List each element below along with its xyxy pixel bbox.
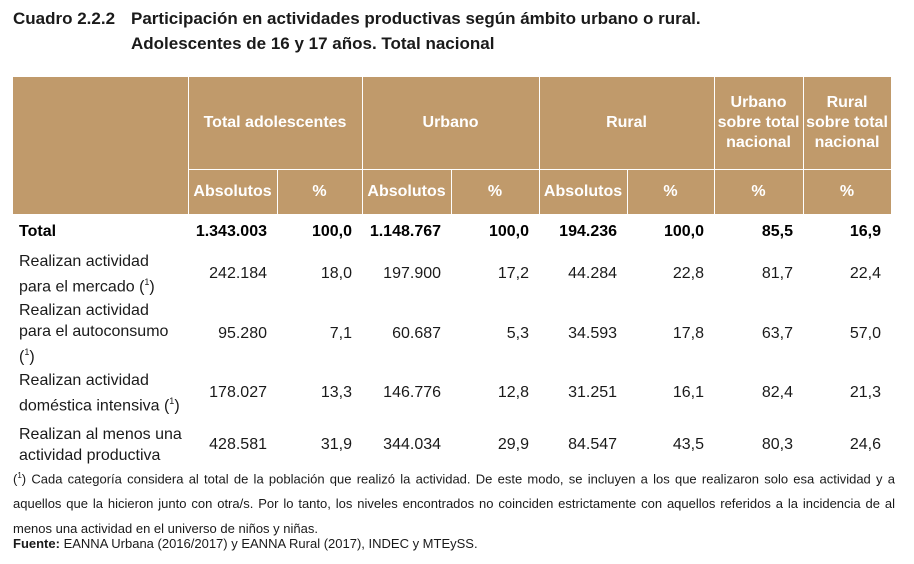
subheader-cell: %	[450, 169, 540, 215]
source-label: Fuente:	[13, 536, 60, 551]
subheader-cell: %	[626, 169, 715, 215]
header-corner	[13, 76, 189, 215]
header-urbano-sobre-total: Urbano sobre total nacional	[713, 76, 804, 170]
table-cell: 100,0	[311, 222, 353, 240]
table-cell: 22,8	[672, 265, 705, 282]
table-cell: 31,9	[320, 436, 353, 454]
table-cell: 63,7	[761, 324, 794, 342]
table-cell: 57,0	[849, 324, 882, 342]
subheader-cell: %	[713, 169, 804, 215]
table-cell: 428.581	[209, 436, 267, 454]
table-cell: 1.343.003	[195, 222, 267, 240]
table-cell: 29,9	[497, 436, 530, 454]
source-note: Fuente: EANNA Urbana (2016/2017) y EANNA…	[13, 536, 478, 551]
table-cell: 43,5	[672, 436, 705, 454]
table-cell: 81,7	[761, 265, 794, 282]
footnote-text: Cada categoría considera al total de la …	[13, 471, 895, 537]
header-rural-sobre-total: Rural sobre total nacional	[802, 76, 892, 170]
table-cell: 22,4	[849, 265, 882, 282]
table-cell: 197.900	[383, 265, 442, 282]
source-text: EANNA Urbana (2016/2017) y EANNA Rural (…	[63, 536, 478, 551]
table-cell: 85,5	[761, 222, 794, 240]
table-cell: 1.148.767	[369, 222, 442, 240]
table-cell: 344.034	[383, 436, 442, 454]
table-cell: 16,1	[672, 384, 705, 402]
table-cell: 16,9	[849, 222, 882, 240]
table-row: Realizan al menos una actividad producti…	[13, 419, 891, 471]
table-cell: 80,3	[761, 436, 794, 454]
row-label: Realizan actividad para el mercado (1)	[19, 252, 155, 296]
table-cell: 12,8	[497, 384, 530, 402]
table-cell: 100,0	[488, 222, 530, 240]
table-cell: 242.184	[209, 265, 267, 282]
table-cell: 17,2	[497, 265, 530, 282]
subheader-cell: %	[802, 169, 892, 215]
table-cell: 21,3	[849, 384, 882, 402]
header-total-adolescentes: Total adolescentes	[187, 76, 363, 170]
table-cell: 146.776	[383, 384, 442, 402]
table-row: Realizan actividad doméstica intensiva (…	[13, 367, 891, 419]
subheader-cell: %	[276, 169, 363, 215]
table-cell: 24,6	[849, 436, 882, 454]
table-cell: 84.547	[568, 436, 618, 454]
table-cell: 194.236	[559, 222, 618, 240]
table-cell: 5,3	[506, 324, 530, 342]
table-row-total: Total 1.343.003 100,0 1.148.767 100,0 19…	[13, 215, 891, 249]
header-urbano: Urbano	[361, 76, 540, 170]
title-line-2: Adolescentes de 16 y 17 años. Total naci…	[131, 34, 495, 53]
table-row: Realizan actividad para el mercado (1) 2…	[13, 248, 891, 300]
table-number: Cuadro 2.2.2	[13, 9, 116, 28]
row-label: Realizan al menos una actividad producti…	[19, 426, 182, 465]
table-cell: 18,0	[320, 265, 353, 282]
table-cell: 34.593	[568, 324, 618, 342]
table-cell: 13,3	[320, 384, 353, 402]
subheader-cell: Absolutos	[361, 169, 452, 215]
footnote-mark: 1	[17, 471, 22, 480]
table-cell: 95.280	[218, 324, 267, 342]
data-table: Total adolescentes Urbano Rural Urbano s…	[13, 76, 892, 471]
subheader-cell: Absolutos	[538, 169, 628, 215]
table-cell: 17,8	[672, 324, 705, 342]
title-line-1: Participación en actividades productivas…	[131, 9, 701, 28]
table-cell: 7,1	[329, 324, 353, 342]
row-label: Realizan actividad doméstica intensiva (…	[19, 372, 180, 415]
table-cell: 31.251	[568, 384, 618, 402]
table-row: Realizan actividad para el autoconsumo (…	[13, 300, 891, 367]
row-label: Total	[19, 223, 57, 240]
table-cell: 100,0	[663, 222, 705, 240]
subheader-cell: Absolutos	[187, 169, 278, 215]
table-cell: 44.284	[568, 265, 618, 282]
table-cell: 60.687	[392, 324, 442, 342]
table-cell: 178.027	[209, 384, 267, 402]
header-rural: Rural	[538, 76, 715, 170]
row-label: Realizan actividad para el autoconsumo (…	[19, 302, 169, 366]
table-cell: 82,4	[761, 384, 794, 402]
table-title: Cuadro 2.2.2 Participación en actividades…	[13, 6, 903, 56]
footnote: (1) Cada categoría considera al total de…	[13, 471, 895, 537]
